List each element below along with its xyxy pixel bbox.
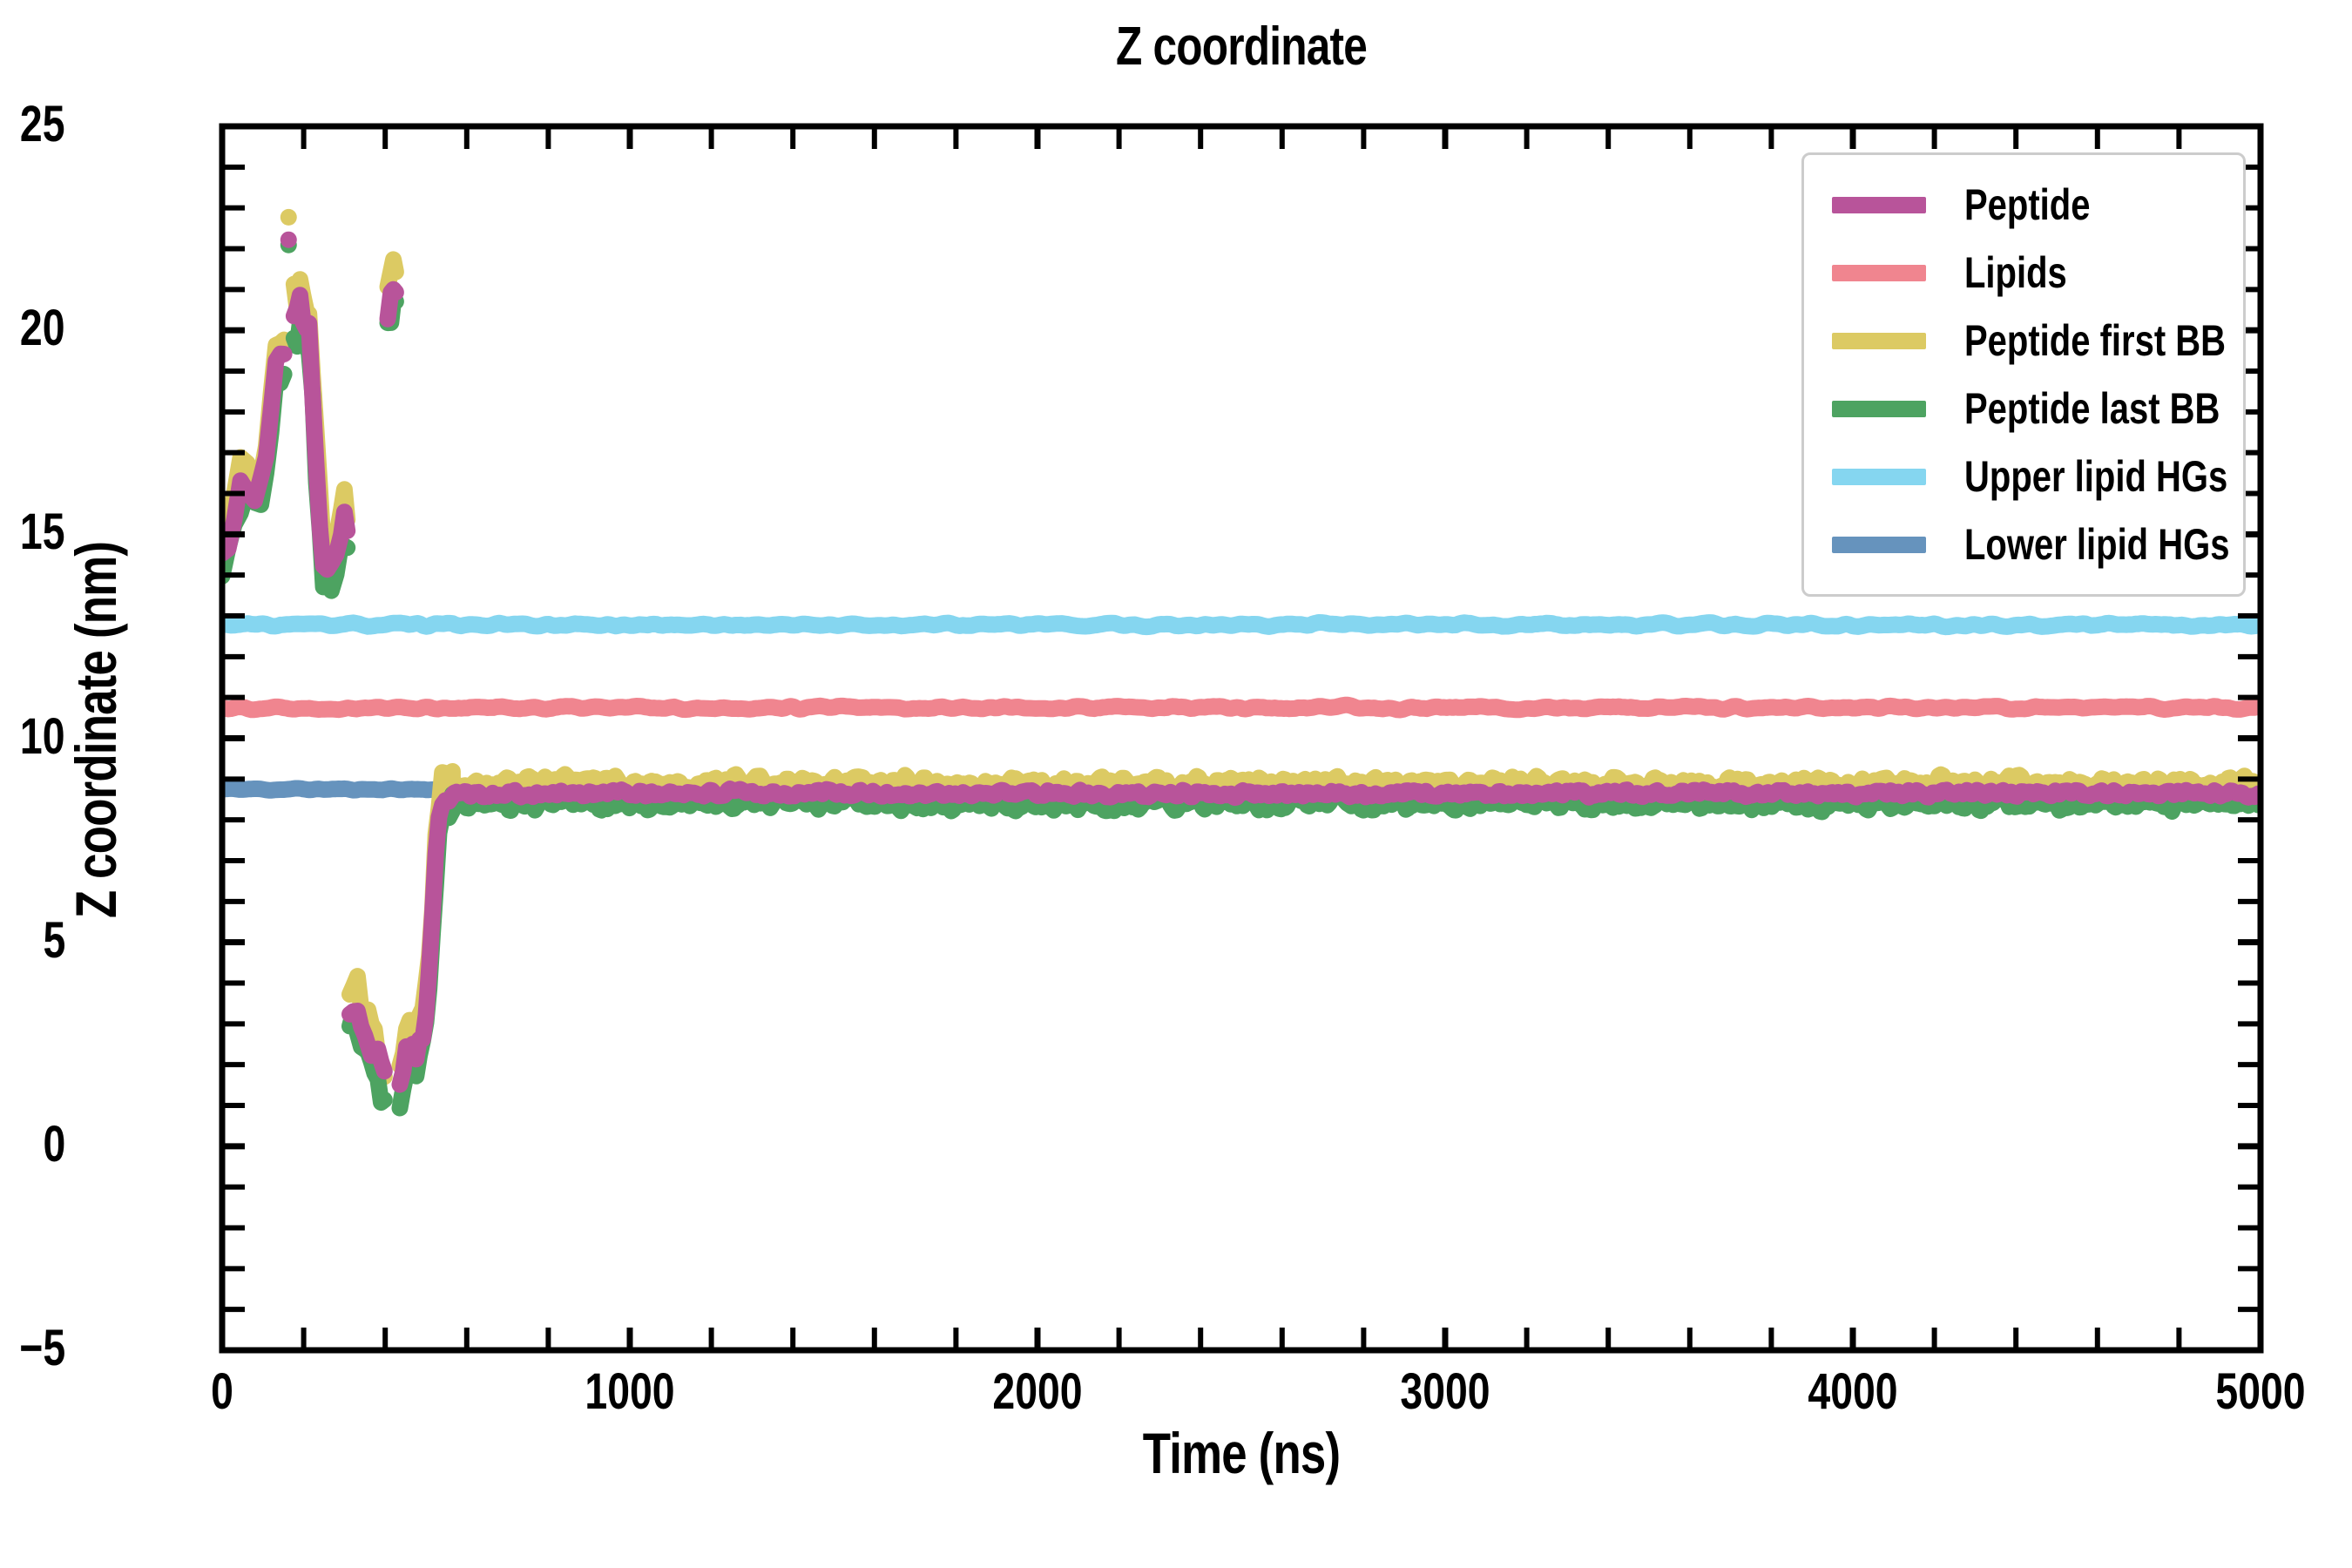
y-tick-label: 15 — [20, 504, 65, 561]
legend-color-swatch — [1832, 468, 1926, 485]
y-tick-label: 0 — [43, 1115, 65, 1173]
legend-color-swatch — [1832, 536, 1926, 553]
legend-item: Peptide — [1816, 171, 2231, 239]
x-axis-label: Time (ns) — [1142, 1421, 1341, 1485]
legend-color-swatch — [1832, 264, 1926, 281]
x-tick-label: 4000 — [1808, 1363, 1898, 1420]
y-tick-label: 25 — [20, 96, 65, 152]
legend-color-swatch — [1832, 196, 1926, 213]
x-tick-label: 3000 — [1400, 1363, 1490, 1420]
legend-label: Peptide — [1964, 180, 2091, 229]
legend-item: Lower lipid HGs — [1816, 510, 2231, 578]
legend-item: Peptide first BB — [1816, 307, 2231, 375]
x-tick-label: 2000 — [992, 1363, 1083, 1420]
y-tick-label: −5 — [19, 1320, 65, 1376]
legend-color-swatch — [1832, 332, 1926, 349]
legend-item: Peptide last BB — [1816, 375, 2231, 443]
legend-label: Upper lipid HGs — [1964, 452, 2228, 501]
legend-label: Peptide last BB — [1964, 384, 2220, 433]
y-axis-label: Z coordinate (nm) — [64, 541, 128, 919]
y-tick-label: 10 — [20, 707, 65, 765]
legend-label: Lower lipid HGs — [1964, 520, 2230, 569]
y-tick-label: 5 — [43, 911, 65, 969]
legend-item: Lipids — [1816, 239, 2231, 307]
x-tick-label: 1000 — [585, 1363, 675, 1420]
x-tick-label: 5000 — [2215, 1363, 2306, 1420]
chart-legend: Peptide Lipids Peptide first BB Peptide las… — [1801, 152, 2246, 597]
legend-color-swatch — [1832, 400, 1926, 417]
legend-item: Upper lipid HGs — [1816, 443, 2231, 510]
y-tick-label: 20 — [20, 300, 65, 357]
legend-label: Peptide first BB — [1964, 316, 2227, 365]
chart-title: Z coordinate — [1115, 17, 1368, 77]
x-tick-label: 0 — [211, 1363, 233, 1420]
legend-label: Lipids — [1964, 248, 2067, 297]
